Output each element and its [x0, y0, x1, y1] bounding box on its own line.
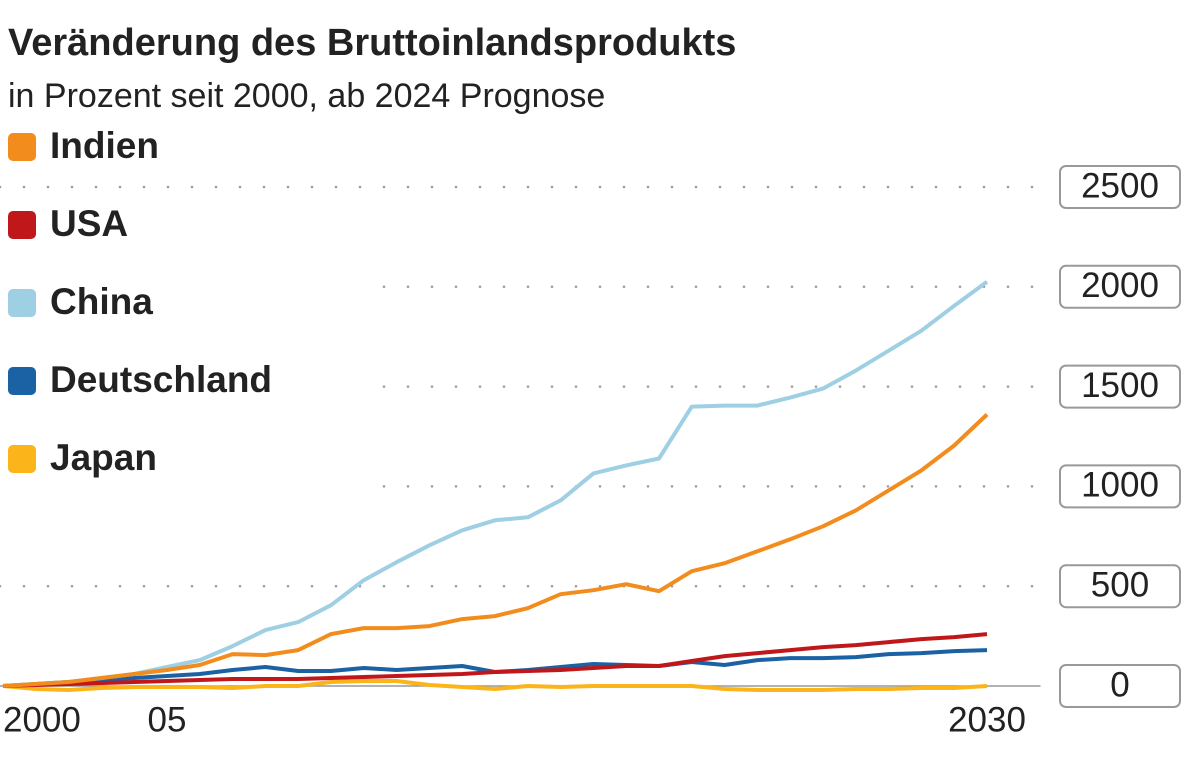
series-line [2, 413, 989, 688]
y-tick-box [1059, 664, 1181, 708]
y-tick-box [1059, 564, 1181, 609]
y-tick-label: 2500 [1081, 166, 1159, 205]
x-tick-label: 2000 [3, 700, 81, 739]
legend-label: Japan [50, 437, 157, 478]
y-tick-label: 1000 [1081, 466, 1159, 505]
legend-bg [0, 429, 370, 489]
y-tick-box [1059, 364, 1181, 409]
legend-swatch [8, 211, 36, 239]
legend-swatch [8, 445, 36, 473]
legend-swatch [8, 289, 36, 317]
legend-label: China [50, 281, 153, 322]
legend-bg [0, 273, 370, 333]
legend-label: USA [50, 203, 128, 244]
chart-subtitle: in Prozent seit 2000, ab 2024 Prognose [8, 77, 605, 115]
x-tick-label: 05 [148, 700, 187, 739]
series-line [2, 280, 989, 688]
legend-label: Deutschland [50, 359, 272, 400]
legend-swatch [8, 367, 36, 395]
legend-label: Indien [50, 125, 159, 166]
y-tick-label: 1500 [1081, 366, 1159, 405]
y-tick-label: 2000 [1081, 266, 1159, 305]
y-tick-box [1059, 264, 1181, 309]
chart-title: Veränderung des Bruttoinlandsprodukts [8, 22, 736, 64]
y-tick-box [1059, 464, 1181, 509]
series-line [2, 632, 988, 688]
legend-bg [0, 351, 370, 411]
legend-bg [0, 195, 370, 255]
x-tick-label: 2030 [948, 700, 1026, 739]
y-tick-box [1059, 165, 1181, 209]
series-line [2, 679, 988, 692]
legend-bg [0, 117, 370, 177]
y-tick-label: 0 [1110, 665, 1129, 704]
y-tick-label: 500 [1091, 565, 1149, 604]
legend-swatch [8, 133, 36, 161]
